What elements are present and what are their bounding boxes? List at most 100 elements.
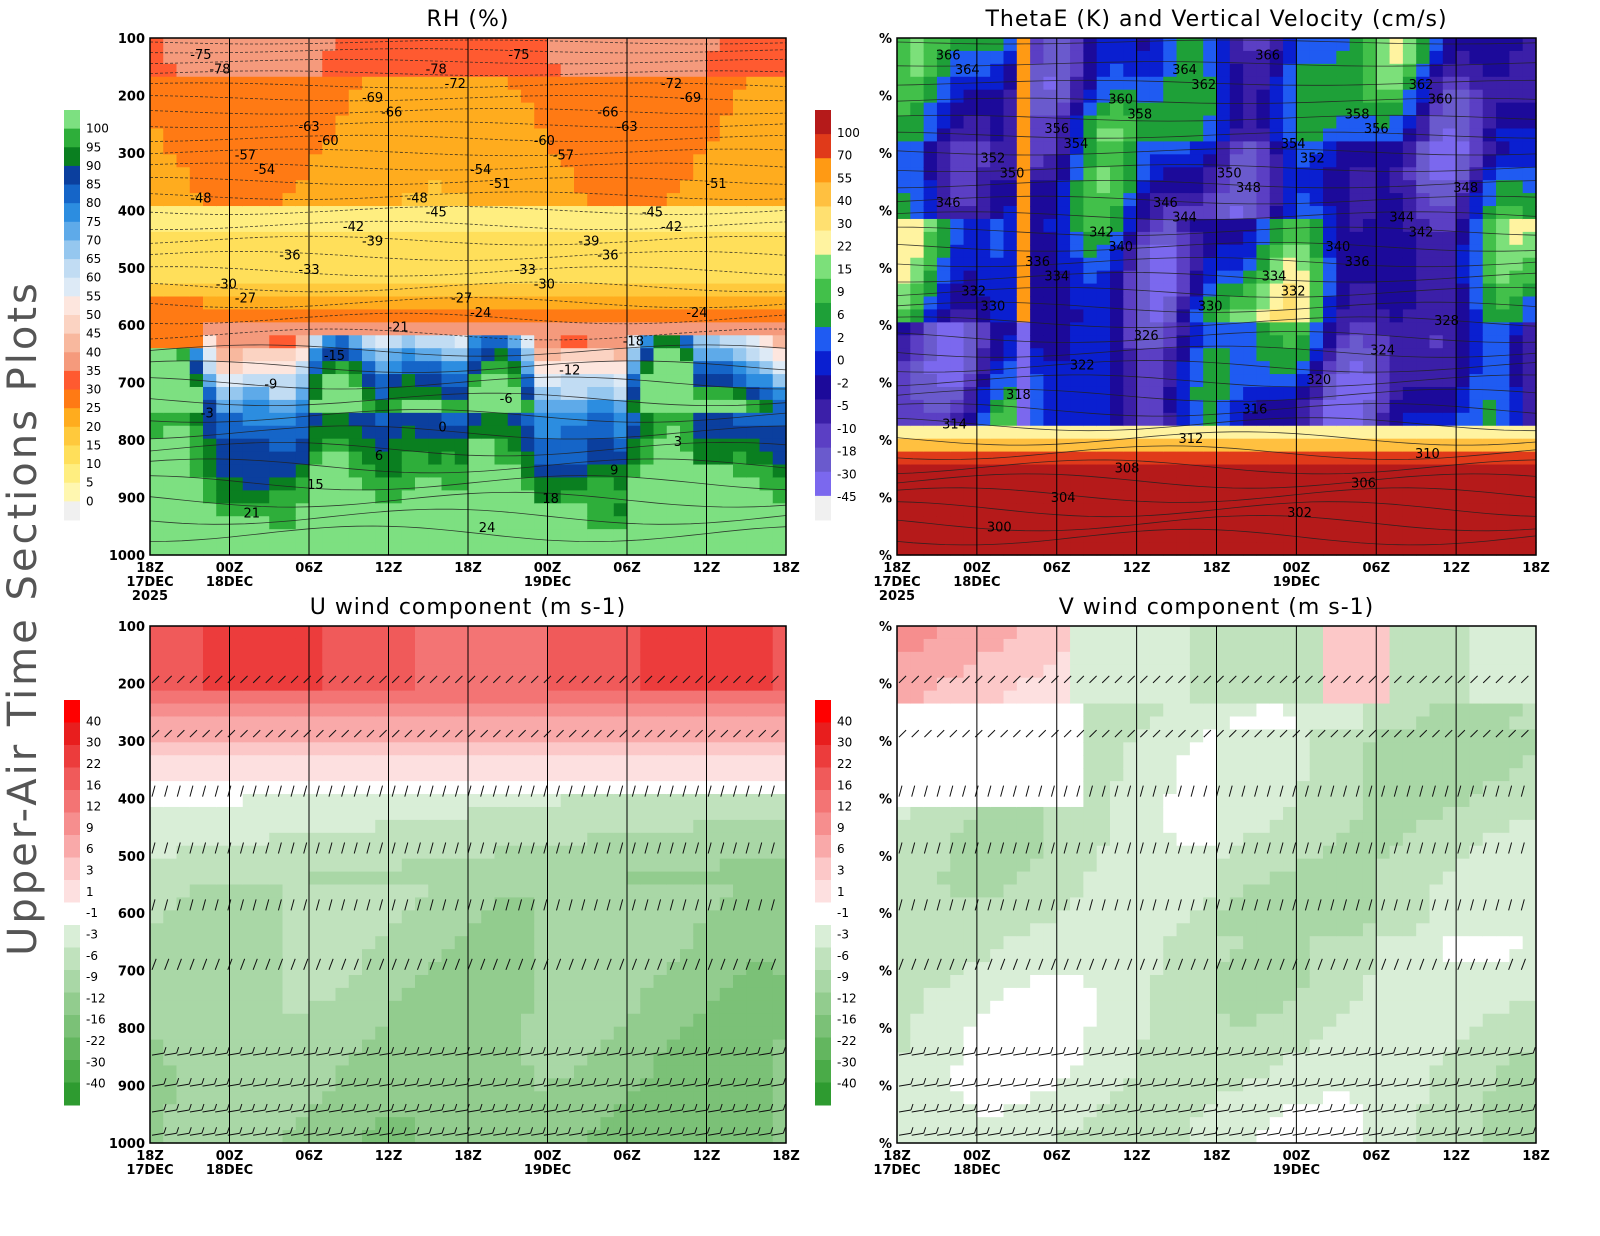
colorbar-swatch: [815, 351, 831, 376]
x-tick-label: 18Z: [1203, 1149, 1231, 1164]
colorbar-swatch: [815, 1015, 831, 1038]
contour-label: 324: [1370, 344, 1395, 359]
contour-label: -12: [559, 363, 580, 378]
colorbar-label: -1: [837, 906, 849, 920]
y-tick-label: 1000: [109, 1137, 145, 1152]
colorbar-label: 15: [837, 262, 852, 276]
field-fill: [897, 38, 1537, 556]
colorbar-label: -3: [837, 927, 849, 941]
colorbar-label: 90: [86, 159, 101, 173]
colorbar-swatch: [64, 1015, 80, 1038]
colorbar-swatch: [64, 482, 80, 502]
chart-panel-4: V wind component (m s-1)%%%%%%%%%%18Z17D…: [815, 595, 1550, 1178]
colorbar-swatch: [815, 835, 831, 858]
colorbar-label: -12: [837, 991, 857, 1005]
colorbar-swatch: [815, 423, 831, 449]
x-tick-label: 06Z: [1043, 561, 1071, 576]
colorbar-swatch: [815, 182, 831, 207]
colorbar-swatch: [815, 302, 831, 328]
field-fill: [150, 626, 787, 1144]
colorbar-label: 9: [837, 285, 845, 299]
colorbar-swatch: [815, 970, 831, 993]
x-tick-label: 12Z: [375, 1149, 403, 1164]
contour-label: -39: [362, 234, 383, 249]
y-tick-label: %: [879, 32, 892, 47]
x-tick-label: 18Z: [454, 1149, 482, 1164]
colorbar-swatch: [64, 1082, 80, 1106]
colorbar-swatch: [64, 857, 80, 881]
x-tick-label: 06Z: [1043, 1149, 1071, 1164]
x-tick-label: 12Z: [1442, 561, 1470, 576]
contour-label: 18: [542, 492, 559, 507]
colorbar-label: 40: [837, 194, 852, 208]
contour-label: -57: [553, 148, 574, 163]
colorbar-swatch: [64, 221, 80, 241]
contour-label: 0: [438, 421, 446, 436]
colorbar-swatch: [815, 254, 831, 280]
contour-label: 352: [1300, 152, 1325, 167]
y-tick-label: %: [879, 677, 892, 692]
contour-label: 348: [1236, 181, 1261, 196]
contour-label: -42: [661, 220, 682, 235]
colorbar-swatch: [64, 445, 80, 465]
chart-title: V wind component (m s-1): [1059, 595, 1375, 620]
colorbar-label: 30: [86, 736, 101, 750]
colorbar-swatch: [815, 767, 831, 791]
contour-label: -57: [235, 148, 256, 163]
y-tick-label: %: [879, 907, 892, 922]
x-tick-label: 18Z: [1522, 561, 1550, 576]
colorbar-label: -40: [837, 1077, 857, 1091]
colorbar-label: 100: [837, 126, 860, 140]
colorbar-label: -22: [86, 1034, 106, 1048]
y-tick-label: %: [879, 850, 892, 865]
x-tick-label: 12Z: [375, 561, 403, 576]
y-tick-label: 1000: [109, 549, 145, 564]
colorbar-swatch: [64, 722, 80, 746]
x-date-label: 19DEC: [1273, 575, 1320, 590]
colorbar-swatch: [64, 370, 80, 391]
x-date-label: 18DEC: [953, 1163, 1000, 1178]
contour-label: 340: [1325, 240, 1350, 255]
x-date-label: 17DEC: [873, 1163, 920, 1178]
colorbar-swatch: [815, 1082, 831, 1106]
colorbar: 40 30 22 16 12 9 6 3 1 -1 -3 -6 -9 -12 -16 -22 -30 -40: [815, 700, 857, 1106]
colorbar-swatch: [64, 203, 80, 223]
colorbar-swatch: [815, 158, 831, 183]
contour-label: -78: [426, 62, 447, 77]
x-tick-label: 18Z: [1522, 1149, 1550, 1164]
y-tick-label: 600: [118, 319, 145, 334]
colorbar-label: 70: [86, 233, 101, 247]
colorbar-swatch: [64, 240, 80, 260]
colorbar-swatch: [64, 315, 80, 335]
contour-label: -15: [324, 349, 345, 364]
contour-label: 9: [610, 464, 618, 479]
contour-label: 320: [1306, 373, 1331, 388]
contour-label: 312: [1179, 432, 1204, 447]
contour-label: -24: [686, 306, 707, 321]
contour-label: -48: [190, 191, 211, 206]
contour-label: -51: [705, 177, 726, 192]
colorbar-label: 35: [86, 364, 101, 378]
contour-label: 330: [1198, 299, 1223, 314]
x-date-label: 18DEC: [206, 575, 253, 590]
colorbar-label: -18: [837, 445, 857, 459]
contour-label: -45: [642, 206, 663, 221]
x-tick-label: 06Z: [1362, 561, 1390, 576]
chart-panel-1: -75 -75-78-78-72-72-69 -69-66-66-63 -63-60-…: [64, 7, 800, 604]
y-tick-label: 400: [118, 792, 145, 807]
time-gridlines: [229, 38, 707, 555]
colorbar-label: -1: [86, 906, 98, 920]
y-tick-label: 900: [118, 492, 145, 507]
colorbar-label: -9: [86, 970, 98, 984]
colorbar-swatch: [815, 902, 831, 926]
colorbar-swatch: [64, 501, 80, 521]
y-tick-label: %: [879, 204, 892, 219]
contour-label: -69: [362, 91, 383, 106]
colorbar-label: 10: [86, 457, 101, 471]
colorbar-label: -30: [837, 467, 857, 481]
colorbar-label: 85: [86, 178, 101, 192]
colorbar-swatch: [815, 230, 831, 256]
colorbar-label: 40: [86, 345, 101, 359]
contour-label: -72: [661, 77, 682, 92]
